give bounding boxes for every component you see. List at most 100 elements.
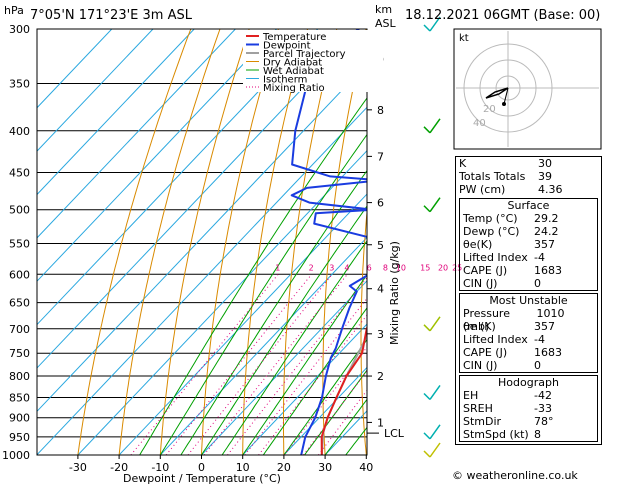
pressure-tick-label: 900 [9, 412, 30, 425]
temp-tick-label: 0 [198, 461, 205, 474]
dry-adiabat-line [77, 29, 192, 455]
pressure-tick-label: 1000 [2, 449, 30, 462]
surface-value: 357 [534, 238, 555, 251]
isotherm-line [37, 63, 367, 413]
legend-entry: Wet Adiabat [263, 66, 324, 77]
hodograph-kt-label: kt [459, 33, 469, 44]
isotherm-line [118, 193, 367, 455]
most-unstable-value: 357 [534, 320, 555, 333]
pressure-tick-label: 550 [9, 237, 30, 250]
wind-barb [423, 126, 431, 134]
storm-motion-point [502, 102, 506, 106]
hodograph-label: EH [463, 389, 479, 402]
temp-tick-label: -30 [69, 461, 87, 474]
wet-adiabat-line [283, 338, 367, 455]
hodograph-ring-label: 20 [483, 104, 496, 115]
km-tick-label: 5 [377, 239, 384, 252]
hodograph-row: EH -42 [460, 389, 597, 402]
isotherm-line [37, 106, 367, 455]
mixing-ratio-label: 1 [275, 263, 280, 272]
pressure-tick-label: 350 [9, 78, 30, 91]
isotherm-line [242, 323, 367, 455]
wind-barb [429, 442, 441, 458]
temp-tick-label: -20 [110, 461, 128, 474]
most-unstable-value: 0 [534, 359, 541, 372]
datetime-label: 18.12.2021 06GMT (Base: 00) [405, 8, 601, 23]
indices-panel: K 30 Totals Totals 39 PW (cm) 4.36 Surface Te… [455, 156, 602, 445]
hpa-label: hPa [4, 4, 24, 17]
dry-adiabat-line [118, 29, 221, 455]
most-unstable-label: Pressure (mb) [463, 307, 510, 333]
dry-adiabat-line [360, 207, 367, 455]
wind-barb [429, 118, 441, 134]
most-unstable-row: Lifted Index -4 [460, 333, 597, 346]
hodograph-section: Hodograph EH -42 SREH -33 StmDir 78° StmSpd (k… [459, 375, 598, 442]
legend-entry: Temperature [262, 32, 326, 43]
wet-adiabat-line [139, 97, 367, 455]
wet-adiabat-line [262, 307, 367, 455]
pressure-tick-label: 500 [9, 204, 30, 217]
surface-title: Surface [507, 199, 550, 212]
wind-barb [429, 316, 441, 332]
location-label: 7°05'N 171°23'E 3m ASL [30, 8, 192, 23]
temp-tick-label: 40 [359, 461, 373, 474]
index-label: PW (cm) [459, 183, 506, 196]
mixing-ratio-label: 3 [329, 263, 334, 272]
mixing-ratio-line [165, 273, 312, 455]
index-value: 39 [538, 170, 552, 183]
most-unstable-label: Lifted Index [463, 333, 528, 346]
index-row: PW (cm) 4.36 [456, 183, 601, 196]
most-unstable-row: CAPE (J) 1683 [460, 346, 597, 359]
most-unstable-value: 1683 [534, 346, 562, 359]
dry-adiabat-line [201, 29, 279, 455]
surface-label: Dewp (°C) [463, 225, 520, 238]
mixing-ratio-label: 10 [396, 263, 406, 272]
surface-label: CAPE (J) [463, 264, 508, 277]
most-unstable-label: CIN (J) [463, 359, 498, 372]
isotherm-line [283, 366, 367, 455]
isotherm-line [37, 29, 236, 239]
mixing-ratio-label: 4 [344, 263, 349, 272]
mixing-ratio-line [203, 273, 348, 455]
legend-entry: Isotherm [263, 75, 307, 86]
surface-section: Surface Temp (°C) 29.2 Dewp (°C) 24.2 θe(K) 3… [459, 198, 598, 291]
surface-row: Dewp (°C) 24.2 [460, 225, 597, 238]
legend-entry: Dry Adiabat [263, 58, 322, 69]
hodograph-box [453, 28, 602, 150]
wet-adiabat-line [159, 133, 367, 455]
surface-value: 24.2 [534, 225, 559, 238]
wind-barb [423, 205, 431, 213]
hodograph-row: StmSpd (kt) 8 [460, 428, 597, 441]
surface-row: θe(K) 357 [460, 238, 597, 251]
pressure-tick-label: 650 [9, 297, 30, 310]
dewpoint-line [290, 29, 367, 455]
mixing-ratio-label: 25 [452, 263, 462, 272]
isotherm-line [37, 29, 319, 326]
legend-box [243, 30, 383, 92]
mixing-ratio-line [130, 273, 279, 455]
km-tick-label: 1 [377, 416, 384, 429]
isotherm-line [37, 29, 113, 109]
pressure-tick-label: 700 [9, 323, 30, 336]
footer-credit: © weatheronline.co.uk [452, 469, 578, 482]
dry-adiabat-line [283, 29, 338, 455]
y-axis-label: Mixing Ratio (g/kg) [388, 241, 401, 345]
pressure-tick-label: 800 [9, 370, 30, 383]
dry-adiabat-line [159, 29, 250, 455]
pressure-tick-label: 450 [9, 166, 30, 179]
surface-label: θe(K) [463, 238, 493, 251]
wet-adiabat-line [324, 398, 367, 455]
wind-barb [423, 24, 431, 32]
km-tick-label: 4 [377, 283, 384, 296]
isotherm-line [77, 149, 367, 455]
temp-tick-label: 20 [277, 461, 291, 474]
surface-value: 29.2 [534, 212, 559, 225]
x-axis-label: Dewpoint / Temperature (°C) [123, 472, 281, 485]
pressure-tick-label: 850 [9, 391, 30, 404]
wet-adiabat-line [221, 240, 367, 455]
wet-adiabat-line [201, 205, 367, 455]
mixing-ratio-label: 15 [420, 263, 430, 272]
mixing-ratio-line [227, 276, 367, 455]
asl-label: ASL [375, 17, 397, 30]
most-unstable-section: Most Unstable Pressure (mb) 1010 θe (K) 357… [459, 293, 598, 373]
